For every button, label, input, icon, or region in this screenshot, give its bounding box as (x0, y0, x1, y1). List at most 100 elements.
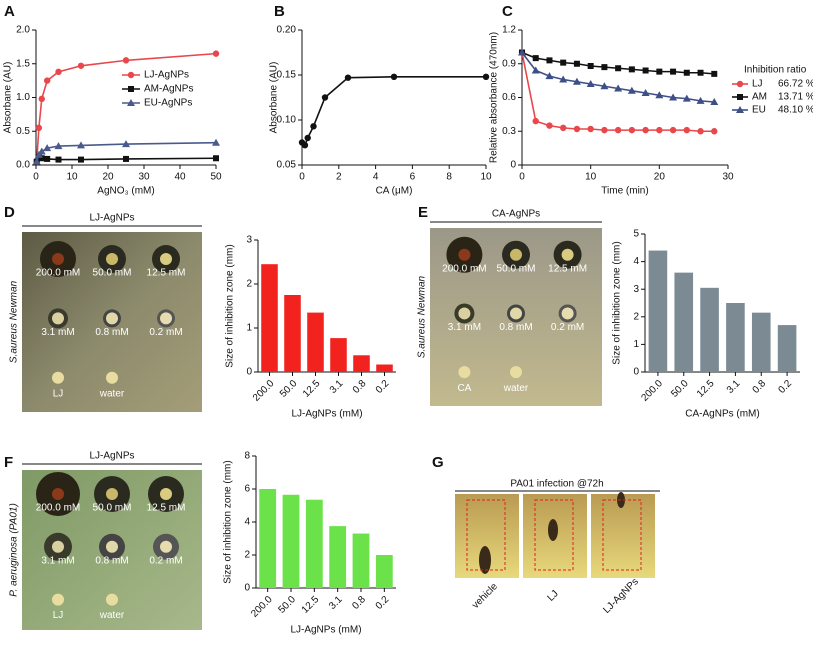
y-tick-label: 1 (246, 323, 252, 334)
marker (736, 80, 744, 88)
x-tick-label: 0.2 (776, 378, 794, 396)
photo-title: CA-AgNPs (492, 209, 540, 220)
y-tick-label: 6 (244, 484, 250, 495)
well (510, 366, 522, 379)
well-label: 12.5 mM (147, 268, 186, 279)
marker (573, 60, 580, 67)
well-label: 200.0 mM (442, 263, 486, 274)
legend-note: 48.10 % (778, 105, 813, 116)
marker (628, 126, 636, 134)
series-line (35, 52, 217, 162)
y-tick-label: 8 (244, 451, 250, 462)
y-tick-label: 2 (244, 550, 250, 561)
y-axis-label: Relative absorbance (470nm) (489, 32, 500, 163)
well (160, 253, 172, 265)
marker (43, 144, 52, 152)
x-axis-label: Time (min) (601, 186, 648, 197)
marker (601, 64, 608, 71)
well-label: 200.0 mM (36, 503, 80, 514)
photo-title: LJ-AgNPs (89, 451, 134, 462)
marker (560, 59, 567, 66)
bar (751, 312, 771, 372)
x-tick-label: 0 (33, 172, 39, 183)
well-label: 50.0 mM (93, 268, 132, 279)
x-tick-label: 30 (722, 172, 734, 183)
marker (641, 89, 650, 96)
y-tick-label: 0.5 (16, 126, 30, 137)
marker (711, 128, 718, 135)
well-label: CA (457, 383, 471, 394)
photo-title: LJ-AgNPs (89, 213, 134, 224)
bar (282, 494, 300, 588)
y-tick-label: 2 (633, 311, 639, 322)
bar (777, 325, 797, 372)
bar (648, 250, 668, 372)
panel-letter: D (4, 204, 15, 221)
x-tick-label: 0.8 (351, 378, 369, 396)
x-tick-label: 40 (174, 172, 186, 183)
marker (669, 126, 677, 134)
well (458, 366, 471, 379)
roi-box (602, 499, 642, 571)
legend-label: LJ (752, 79, 763, 90)
y-tick-label: 0 (246, 367, 252, 378)
marker (560, 124, 567, 132)
marker (213, 155, 219, 162)
x-tick-label: 0.8 (751, 378, 769, 396)
legend-title: Inhibition ratio (744, 65, 807, 76)
marker (128, 86, 134, 92)
marker (682, 94, 691, 102)
y-tick-label: 0.20 (277, 25, 297, 36)
well (160, 312, 172, 325)
marker (127, 99, 135, 106)
y-tick-label: 0.10 (277, 115, 297, 126)
well (106, 488, 118, 500)
roi-box (534, 499, 574, 571)
well (106, 253, 118, 265)
x-tick-label: 200.0 (251, 378, 277, 404)
x-tick-label: 3.1 (327, 594, 345, 612)
marker (44, 155, 51, 162)
marker (212, 50, 220, 57)
y-tick-label: 2.0 (16, 25, 30, 36)
well (106, 312, 118, 325)
legend-note: 13.71 % (778, 92, 813, 103)
marker (642, 67, 649, 74)
well (106, 371, 118, 384)
y-tick-label: 0.15 (277, 70, 297, 81)
marker (737, 94, 743, 100)
marker (55, 156, 62, 163)
well (52, 312, 64, 325)
y-tick-label: 0.05 (277, 160, 297, 171)
marker (122, 140, 130, 148)
marker (127, 71, 135, 79)
x-tick-label: 50 (210, 172, 222, 183)
marker (532, 117, 539, 125)
x-tick-label: 50.0 (276, 594, 298, 616)
marker (123, 155, 129, 162)
marker (587, 63, 594, 69)
y-tick-label: 0.9 (502, 58, 516, 69)
panel-letter: E (418, 204, 428, 221)
x-axis-label: LJ-AgNPs (mM) (290, 625, 361, 636)
y-tick-label: 0 (244, 583, 250, 594)
x-tick-label: 10 (480, 172, 492, 183)
bar (726, 303, 745, 372)
marker (696, 96, 705, 104)
y-axis-label: Size of inhibition zone (mm) (225, 244, 236, 367)
well-label: 3.1 mM (41, 555, 74, 566)
marker (572, 77, 581, 85)
bar (376, 364, 393, 372)
x-tick-label: 8 (446, 172, 452, 183)
side-label: S.aureus Newman (9, 280, 20, 363)
x-tick-label: 0.2 (374, 378, 392, 396)
y-tick-label: 0.0 (16, 160, 30, 171)
x-tick-label: 6 (410, 172, 416, 183)
y-tick-label: 0 (510, 160, 516, 171)
x-tick-label: 3.1 (328, 378, 346, 396)
well-label: 0.2 mM (149, 327, 182, 338)
marker (546, 57, 553, 64)
panel-letter: G (432, 454, 444, 471)
marker (531, 66, 540, 74)
